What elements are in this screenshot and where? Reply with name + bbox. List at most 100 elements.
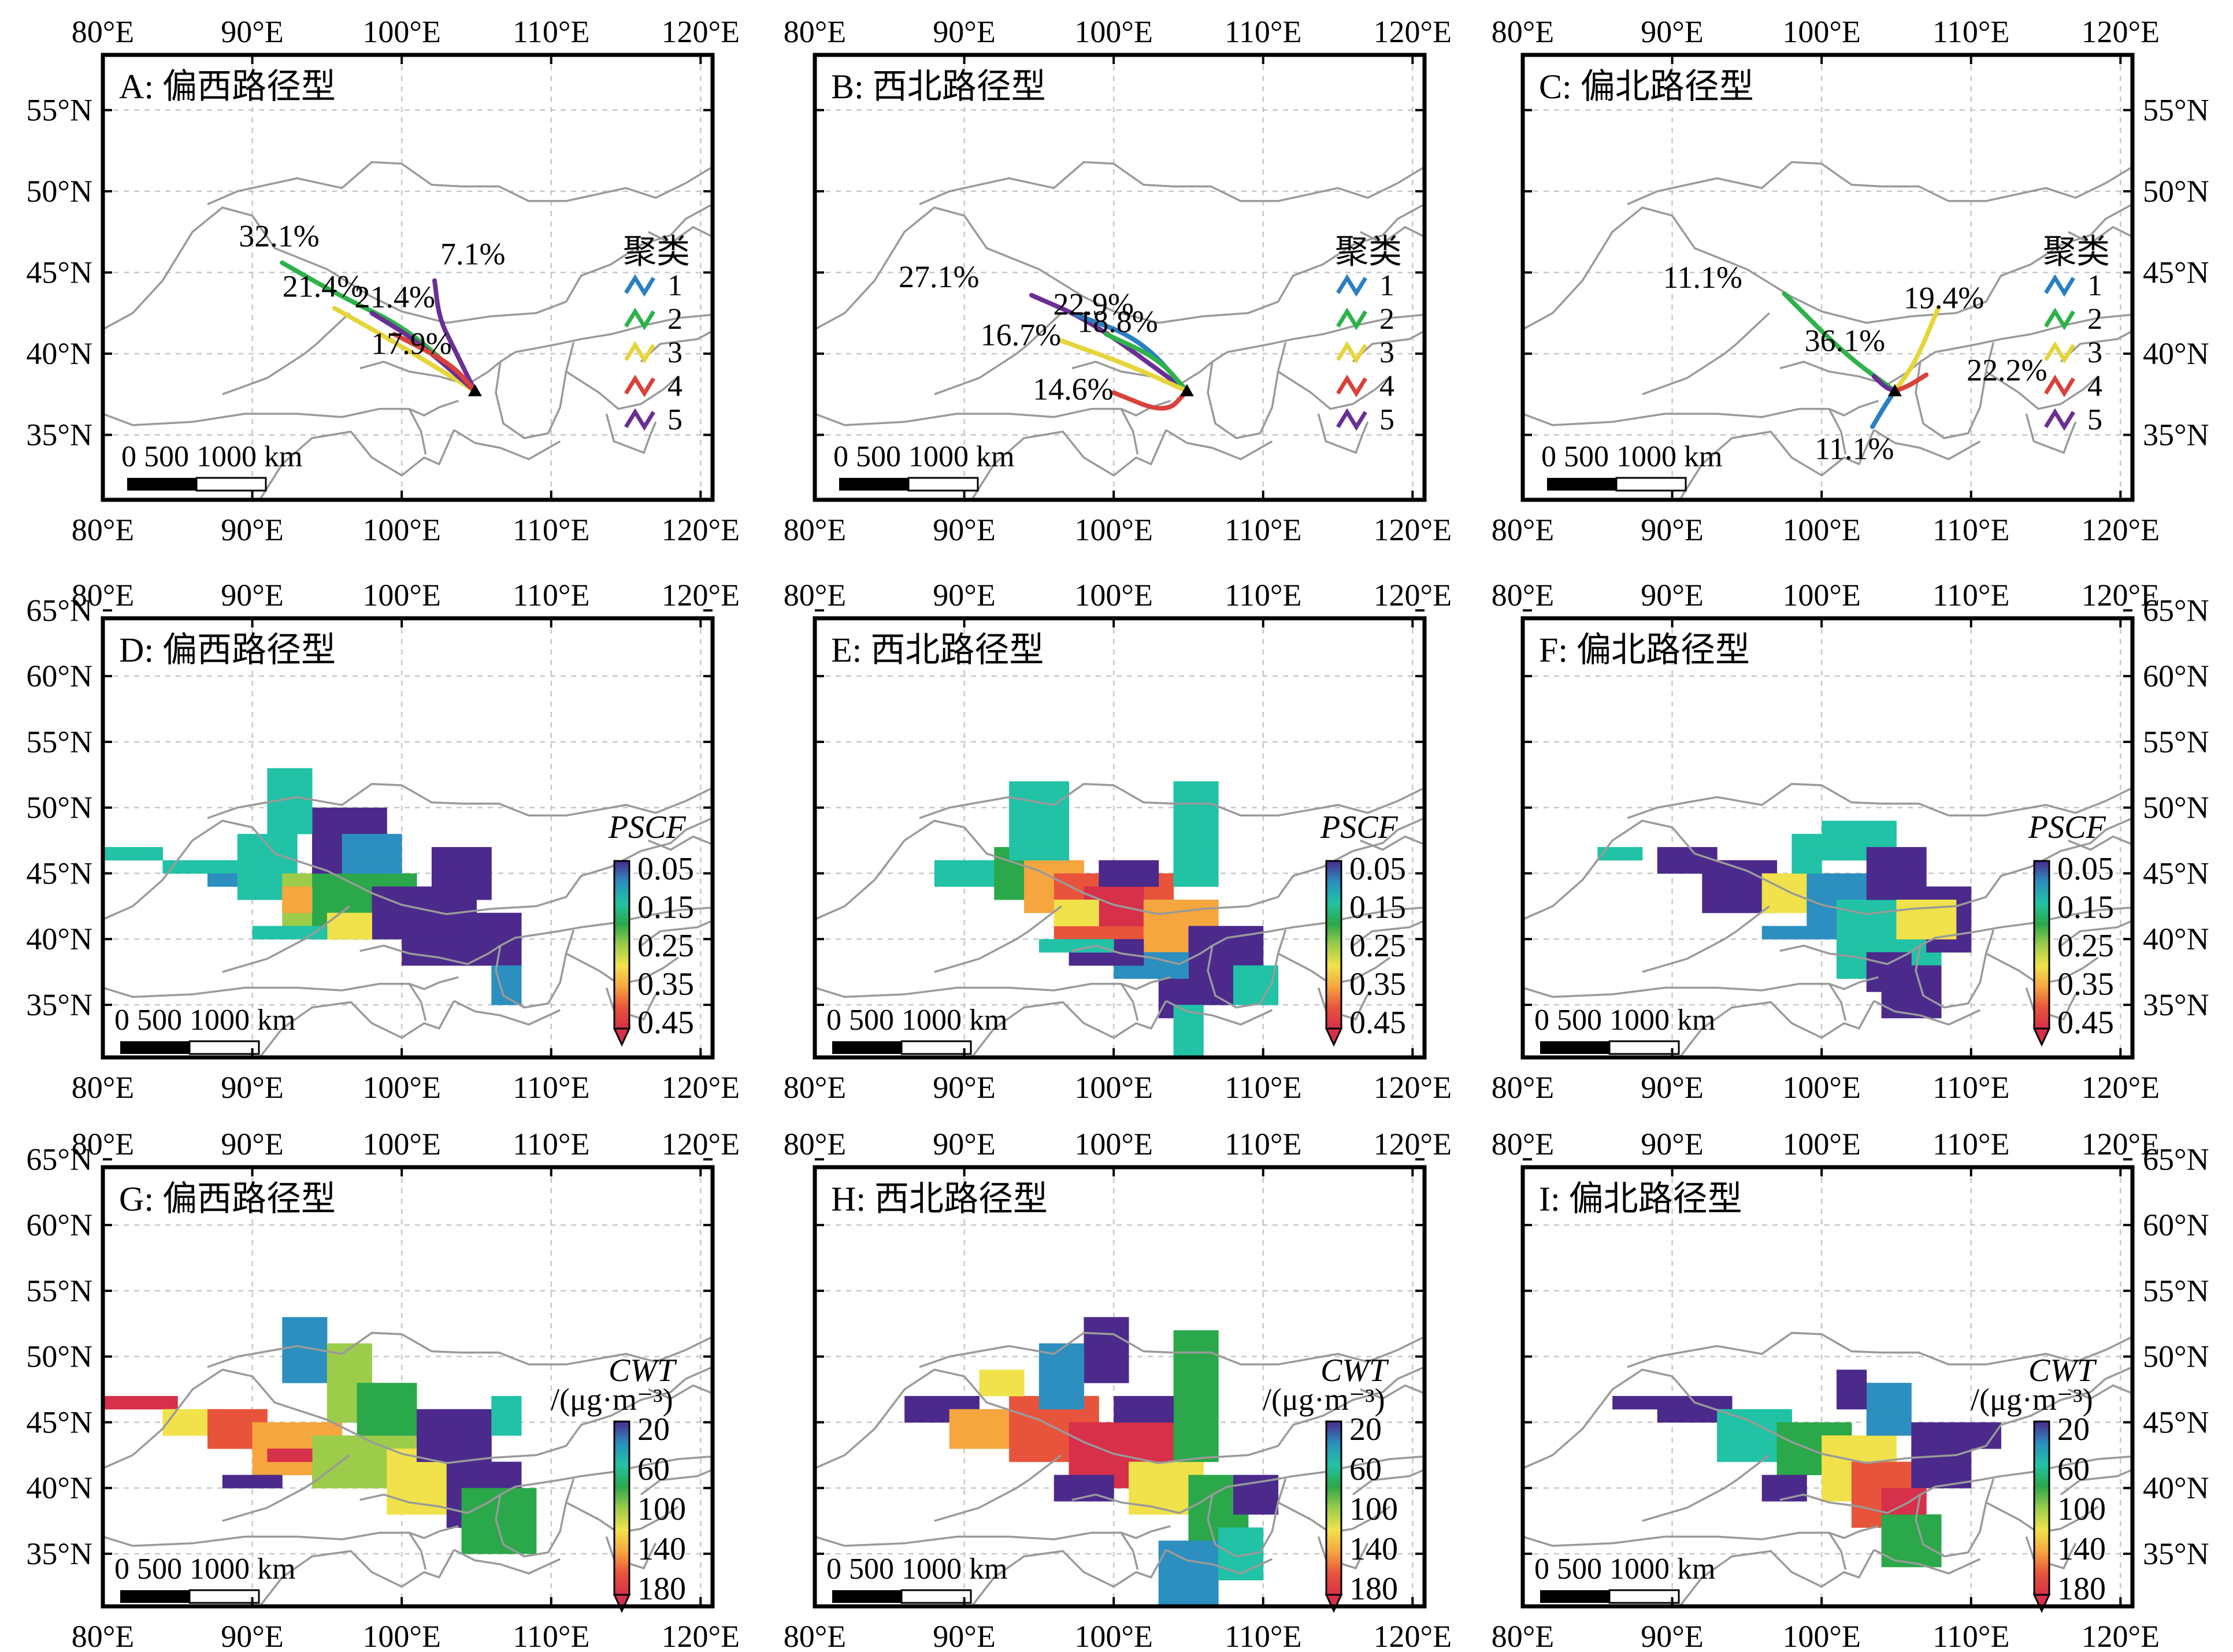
- legend-item: 2: [2087, 303, 2102, 336]
- lon-label-bottom: 90°E: [1641, 513, 1704, 547]
- lat-label-right: 65°N: [2143, 1142, 2209, 1176]
- grid-cell: [1009, 781, 1025, 795]
- grid-cell: [491, 1527, 507, 1541]
- grid-cell: [446, 1461, 462, 1475]
- grid-cell: [1188, 834, 1204, 848]
- grid-cell: [1009, 794, 1025, 808]
- grid-cell: [1129, 912, 1144, 926]
- grid-cell: [1627, 1395, 1643, 1410]
- receptor-marker-icon: [468, 384, 482, 396]
- grid-cell: [1069, 912, 1084, 926]
- grid-cell: [1717, 1395, 1733, 1410]
- grid-cell: [1143, 1448, 1159, 1462]
- lat-label-left: 40°N: [26, 922, 92, 956]
- grid-cell: [1881, 912, 1897, 926]
- grid-cell: [1203, 847, 1219, 861]
- grid-cell: [1188, 1461, 1204, 1475]
- grid-cell: [476, 886, 492, 900]
- grid-cell: [1896, 965, 1912, 979]
- grid-cell: [207, 1409, 223, 1423]
- colorbar: [613, 860, 630, 1030]
- grid-cell: [1143, 926, 1159, 940]
- panel-map-G: [103, 1167, 713, 1606]
- lon-label-bottom: 110°E: [1932, 1070, 2010, 1105]
- panel-frame: [101, 616, 715, 1060]
- grid-cell: [1881, 821, 1897, 834]
- grid-cell: [476, 926, 492, 940]
- panel-G: CWT/(μg·m⁻³)20 60 100 140 180 0 500 1000 km G:…: [26, 1127, 740, 1652]
- lon-label-top: 80°E: [1492, 578, 1555, 612]
- grid-cell: [297, 794, 313, 808]
- lon-label-bottom: 110°E: [1225, 1619, 1302, 1652]
- grid-cell: [1173, 1488, 1189, 1502]
- grid-cell: [1084, 899, 1099, 914]
- grid-cell: [1851, 1501, 1867, 1515]
- grid-cell: [267, 768, 283, 782]
- grid-cell: [1881, 1409, 1897, 1423]
- boundary-line: [1915, 1478, 1995, 1558]
- grid-cell: [1881, 1395, 1897, 1410]
- grid-cell: [1114, 1461, 1129, 1475]
- lon-label-bottom: 100°E: [1782, 513, 1861, 547]
- boundary-line: [1523, 203, 2132, 331]
- grid-cell: [1941, 1422, 1957, 1436]
- grid-cell: [1188, 1488, 1204, 1502]
- grid-cell: [282, 821, 298, 834]
- grid-cell: [1612, 847, 1628, 861]
- trajectory-cluster-4: [1111, 388, 1189, 411]
- grid-cell: [1158, 978, 1174, 992]
- grid-cell: [327, 1395, 343, 1410]
- grid-cell: [1717, 860, 1733, 874]
- grid-cell: [1263, 992, 1279, 1005]
- grid-cell: [147, 847, 163, 861]
- grid-cell: [979, 1383, 995, 1397]
- boundary-line: [1828, 408, 1847, 455]
- boundary-line: [2060, 1468, 2132, 1496]
- panel-title: A: 偏西路径型: [119, 68, 336, 106]
- grid-cell: [1038, 807, 1055, 821]
- grid-cell: [402, 952, 417, 966]
- grid-cell: [1084, 1422, 1099, 1436]
- grid-cell: [1173, 1580, 1189, 1594]
- colorbar-tick: 0.15: [1349, 890, 1406, 926]
- lon-label-top: 110°E: [1932, 1127, 2010, 1161]
- grid-cell: [282, 768, 298, 782]
- colorbar-tick: 20: [2057, 1412, 2090, 1447]
- grid-cell: [387, 926, 402, 940]
- grid-cell: [132, 1395, 149, 1410]
- grid-cell: [1173, 1593, 1189, 1606]
- grid-cell: [1143, 965, 1159, 979]
- grid-cell: [1099, 860, 1114, 874]
- grid-cell: [1188, 1593, 1204, 1606]
- legend-swatch-icon: [1336, 408, 1367, 431]
- lon-label-bottom: 100°E: [362, 1619, 441, 1652]
- grid-cell: [1054, 1383, 1070, 1397]
- grid-cell: [1851, 847, 1867, 861]
- grid-cell: [1009, 1383, 1025, 1397]
- boundary-line: [1207, 1478, 1287, 1558]
- grid-cell: [1188, 1395, 1204, 1410]
- lon-label-bottom: 80°E: [1492, 1070, 1555, 1105]
- legend-swatch-icon: [624, 341, 655, 364]
- grid-cell: [282, 873, 298, 887]
- grid-cell: [1009, 1422, 1025, 1436]
- boundary-line: [1317, 1536, 1369, 1570]
- grid-cell: [446, 886, 462, 900]
- grid-cell: [491, 1514, 507, 1528]
- grid-cell: [1248, 978, 1264, 992]
- boundary-line: [1071, 313, 1425, 386]
- grid-cell: [1911, 886, 1927, 900]
- grid-cell: [1761, 1488, 1778, 1502]
- boundary-line: [1873, 1000, 1981, 1026]
- grid-cell: [1851, 1369, 1867, 1383]
- grid-cell: [327, 807, 343, 821]
- grid-cell: [1233, 965, 1249, 979]
- lon-label-top: 100°E: [1782, 14, 1861, 49]
- grid-cell: [1203, 1540, 1219, 1554]
- grid-cell: [327, 1369, 343, 1383]
- lon-label-bottom: 100°E: [1782, 1619, 1861, 1652]
- lon-label-top: 90°E: [221, 1127, 284, 1161]
- boundary-line: [1523, 817, 2132, 920]
- grid-cell: [297, 1369, 313, 1383]
- grid-cell: [1054, 1356, 1070, 1370]
